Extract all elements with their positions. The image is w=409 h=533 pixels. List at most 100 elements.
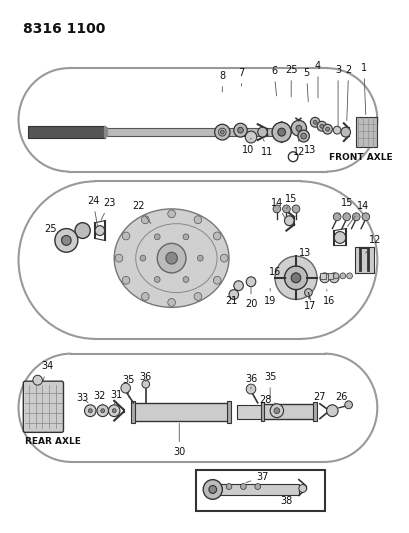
Circle shape (284, 266, 307, 289)
Circle shape (352, 213, 359, 221)
Circle shape (295, 125, 301, 131)
Circle shape (209, 486, 216, 494)
Text: 10: 10 (241, 138, 254, 155)
Circle shape (290, 120, 306, 136)
Polygon shape (104, 126, 107, 138)
Text: 33: 33 (76, 393, 88, 403)
Circle shape (342, 213, 350, 221)
Bar (327, 273, 333, 279)
Text: 15: 15 (338, 198, 352, 214)
Text: 1: 1 (360, 63, 366, 115)
Circle shape (322, 124, 332, 134)
Circle shape (154, 277, 160, 282)
Circle shape (344, 401, 352, 409)
Circle shape (97, 405, 108, 417)
Text: 21: 21 (225, 296, 238, 306)
Bar (312, 402, 316, 421)
Circle shape (229, 289, 238, 300)
Circle shape (75, 223, 90, 238)
Text: 6: 6 (270, 66, 276, 96)
Bar (236, 405, 270, 418)
Text: 36: 36 (244, 374, 256, 389)
Text: 12: 12 (292, 131, 304, 157)
Text: 37: 37 (245, 472, 268, 482)
Circle shape (310, 117, 319, 127)
Text: 24: 24 (87, 196, 99, 226)
Text: 19: 19 (263, 288, 276, 306)
Circle shape (112, 409, 116, 413)
Circle shape (245, 131, 256, 143)
Text: 16: 16 (268, 267, 286, 278)
Text: 17: 17 (303, 296, 316, 311)
Circle shape (88, 409, 92, 413)
Text: 14: 14 (270, 198, 284, 219)
Circle shape (61, 236, 71, 245)
Circle shape (193, 293, 201, 301)
Circle shape (282, 205, 290, 213)
Circle shape (326, 405, 337, 417)
Circle shape (197, 255, 203, 261)
Circle shape (333, 126, 340, 134)
Text: 16: 16 (323, 289, 335, 306)
Circle shape (319, 273, 329, 282)
Circle shape (297, 130, 309, 142)
Bar (355, 117, 376, 147)
Text: 27: 27 (313, 392, 326, 405)
Circle shape (246, 277, 255, 287)
Circle shape (166, 252, 177, 264)
Circle shape (55, 229, 78, 252)
Text: 8: 8 (219, 71, 225, 92)
Text: REAR AXLE: REAR AXLE (25, 437, 81, 446)
Circle shape (167, 298, 175, 306)
Circle shape (340, 127, 350, 137)
Circle shape (270, 404, 283, 417)
Circle shape (361, 213, 369, 221)
Circle shape (298, 484, 306, 492)
Bar (212, 483, 298, 495)
Text: 14: 14 (346, 201, 368, 227)
Circle shape (333, 213, 340, 221)
Bar (104, 128, 281, 136)
Circle shape (316, 122, 326, 131)
Text: 20: 20 (244, 287, 256, 309)
Circle shape (226, 483, 231, 489)
Circle shape (157, 244, 186, 273)
Text: 11: 11 (261, 139, 273, 157)
Circle shape (154, 234, 160, 240)
Text: 12: 12 (365, 236, 381, 253)
Circle shape (233, 281, 243, 290)
Circle shape (95, 225, 104, 236)
Circle shape (290, 273, 300, 282)
Circle shape (233, 123, 247, 137)
Circle shape (240, 483, 246, 489)
Text: 2: 2 (345, 65, 351, 120)
Text: 25: 25 (284, 65, 297, 97)
Circle shape (122, 232, 130, 240)
Circle shape (333, 231, 345, 244)
Circle shape (319, 124, 323, 128)
Text: 4: 4 (314, 61, 320, 98)
FancyBboxPatch shape (355, 247, 373, 273)
Circle shape (329, 273, 338, 282)
Text: 35: 35 (263, 372, 276, 399)
Circle shape (142, 380, 149, 388)
Circle shape (213, 276, 220, 284)
Circle shape (300, 133, 306, 139)
Text: 30: 30 (173, 423, 185, 457)
Bar (262, 404, 315, 418)
Circle shape (284, 216, 293, 225)
Circle shape (277, 128, 285, 136)
Text: 25: 25 (44, 224, 62, 239)
Circle shape (272, 122, 290, 142)
Text: 32: 32 (93, 391, 106, 405)
Circle shape (304, 289, 312, 296)
Circle shape (220, 130, 224, 134)
Ellipse shape (114, 209, 229, 308)
Circle shape (203, 480, 222, 499)
Circle shape (213, 232, 220, 240)
Circle shape (312, 120, 316, 124)
Text: 35: 35 (122, 375, 135, 397)
Circle shape (167, 210, 175, 218)
Circle shape (218, 128, 226, 136)
Circle shape (274, 256, 316, 300)
